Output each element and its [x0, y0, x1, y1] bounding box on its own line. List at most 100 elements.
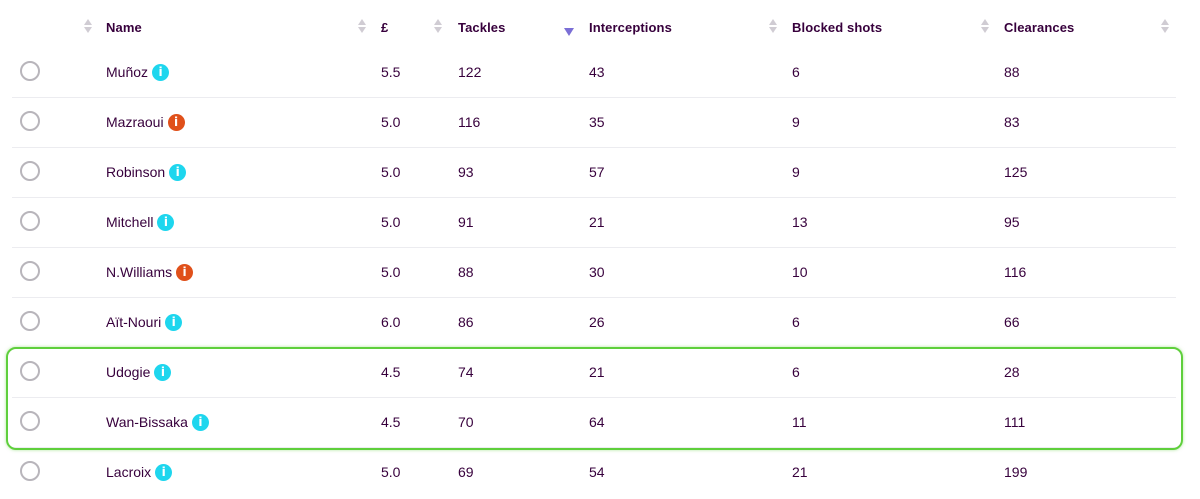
price-cell: 5.0	[381, 464, 401, 480]
sort-interceptions-icon[interactable]	[768, 18, 778, 36]
blocked-shots-cell: 6	[792, 64, 800, 80]
clearances-cell: 111	[1004, 414, 1026, 430]
sort-price-icon[interactable]	[433, 18, 443, 36]
table-row[interactable]: Udogie i 4.5 74 21 6 28	[12, 348, 1176, 398]
column-header-name[interactable]: Name	[106, 20, 142, 35]
select-radio[interactable]	[20, 361, 40, 381]
price-cell: 5.0	[381, 164, 401, 180]
tackles-cell: 69	[458, 464, 474, 480]
select-radio[interactable]	[20, 311, 40, 331]
info-icon[interactable]: i	[176, 263, 194, 281]
info-icon[interactable]: i	[169, 163, 187, 181]
info-icon[interactable]: i	[165, 313, 183, 331]
player-name-cell: N.Williams i	[106, 248, 194, 297]
player-name-cell: Mitchell i	[106, 198, 175, 247]
price-cell: 4.5	[381, 414, 401, 430]
table-row[interactable]: N.Williams i 5.0 88 30 10 116	[12, 248, 1176, 298]
select-radio[interactable]	[20, 461, 40, 481]
info-icon[interactable]: i	[191, 413, 209, 431]
interceptions-cell: 35	[589, 114, 605, 130]
blocked-shots-cell: 9	[792, 164, 800, 180]
player-name-cell: Mazraoui i	[106, 98, 185, 147]
player-name[interactable]: Muñoz	[106, 64, 149, 80]
interceptions-cell: 30	[589, 264, 605, 280]
info-icon[interactable]: i	[155, 463, 173, 481]
select-radio[interactable]	[20, 161, 40, 181]
player-name[interactable]: Aït-Nouri	[106, 314, 162, 330]
table-row[interactable]: Mazraoui i 5.0 116 35 9 83	[12, 98, 1176, 148]
price-cell: 5.5	[381, 64, 401, 80]
interceptions-cell: 64	[589, 414, 605, 430]
table-row[interactable]: Mitchell i 5.0 91 21 13 95	[12, 198, 1176, 248]
blocked-shots-cell: 6	[792, 314, 800, 330]
price-cell: 5.0	[381, 114, 401, 130]
interceptions-cell: 26	[589, 314, 605, 330]
column-header-clearances[interactable]: Clearances	[1004, 20, 1075, 35]
table-row[interactable]: Lacroix i 5.0 69 54 21 199	[12, 448, 1176, 497]
player-name-cell: Muñoz i	[106, 48, 170, 97]
player-name[interactable]: Lacroix	[106, 464, 152, 480]
player-name[interactable]: Mitchell	[106, 214, 154, 230]
clearances-cell: 66	[1004, 314, 1020, 330]
interceptions-cell: 21	[589, 364, 605, 380]
sort-descending-icon[interactable]	[564, 18, 574, 36]
clearances-cell: 28	[1004, 364, 1020, 380]
clearances-cell: 88	[1004, 64, 1020, 80]
info-icon[interactable]: i	[152, 63, 170, 81]
sort-name-icon[interactable]	[357, 18, 367, 36]
tackles-cell: 122	[458, 64, 482, 80]
player-name[interactable]: Udogie	[106, 364, 151, 380]
interceptions-cell: 43	[589, 64, 605, 80]
tackles-cell: 74	[458, 364, 474, 380]
player-name[interactable]: Robinson	[106, 164, 166, 180]
blocked-shots-cell: 10	[792, 264, 808, 280]
clearances-cell: 116	[1004, 264, 1027, 280]
clearances-cell: 83	[1004, 114, 1020, 130]
player-name[interactable]: N.Williams	[106, 264, 173, 280]
player-name-cell: Robinson i	[106, 148, 187, 197]
player-name[interactable]: Wan-Bissaka	[106, 414, 188, 430]
info-icon[interactable]: i	[157, 213, 175, 231]
blocked-shots-cell: 9	[792, 114, 800, 130]
sort-clearances-icon[interactable]	[1160, 18, 1170, 36]
select-radio[interactable]	[20, 61, 40, 81]
sort-select-icon[interactable]	[83, 18, 93, 36]
price-cell: 4.5	[381, 364, 401, 380]
clearances-cell: 95	[1004, 214, 1020, 230]
tackles-cell: 91	[458, 214, 474, 230]
blocked-shots-cell: 21	[792, 464, 808, 480]
player-name-cell: Udogie i	[106, 348, 172, 397]
select-radio[interactable]	[20, 211, 40, 231]
table-header: Name £ Tackles Interceptions Blocked sho…	[0, 0, 1200, 52]
column-header-interceptions[interactable]: Interceptions	[589, 20, 672, 35]
tackles-cell: 88	[458, 264, 474, 280]
tackles-cell: 116	[458, 114, 481, 130]
table-row[interactable]: Aït-Nouri i 6.0 86 26 6 66	[12, 298, 1176, 348]
clearances-cell: 199	[1004, 464, 1028, 480]
player-name[interactable]: Mazraoui	[106, 114, 164, 130]
price-cell: 5.0	[381, 214, 401, 230]
select-radio[interactable]	[20, 111, 40, 131]
select-radio[interactable]	[20, 411, 40, 431]
tackles-cell: 86	[458, 314, 474, 330]
interceptions-cell: 57	[589, 164, 605, 180]
select-radio[interactable]	[20, 261, 40, 281]
info-icon[interactable]: i	[167, 113, 185, 131]
sort-blocked-shots-icon[interactable]	[980, 18, 990, 36]
info-icon[interactable]: i	[154, 363, 172, 381]
price-cell: 5.0	[381, 264, 401, 280]
player-name-cell: Aït-Nouri i	[106, 298, 183, 347]
price-cell: 6.0	[381, 314, 401, 330]
player-name-cell: Wan-Bissaka i	[106, 398, 209, 447]
column-header-tackles[interactable]: Tackles	[458, 20, 506, 35]
blocked-shots-cell: 13	[792, 214, 808, 230]
column-header-blocked-shots[interactable]: Blocked shots	[792, 20, 883, 35]
blocked-shots-cell: 11	[792, 414, 807, 430]
player-name-cell: Lacroix i	[106, 448, 173, 497]
table-row[interactable]: Robinson i 5.0 93 57 9 125	[12, 148, 1176, 198]
column-header-price[interactable]: £	[381, 20, 389, 35]
table-row[interactable]: Wan-Bissaka i 4.5 70 64 11 111	[12, 398, 1176, 448]
table-row[interactable]: Muñoz i 5.5 122 43 6 88	[12, 48, 1176, 98]
tackles-cell: 70	[458, 414, 474, 430]
clearances-cell: 125	[1004, 164, 1028, 180]
